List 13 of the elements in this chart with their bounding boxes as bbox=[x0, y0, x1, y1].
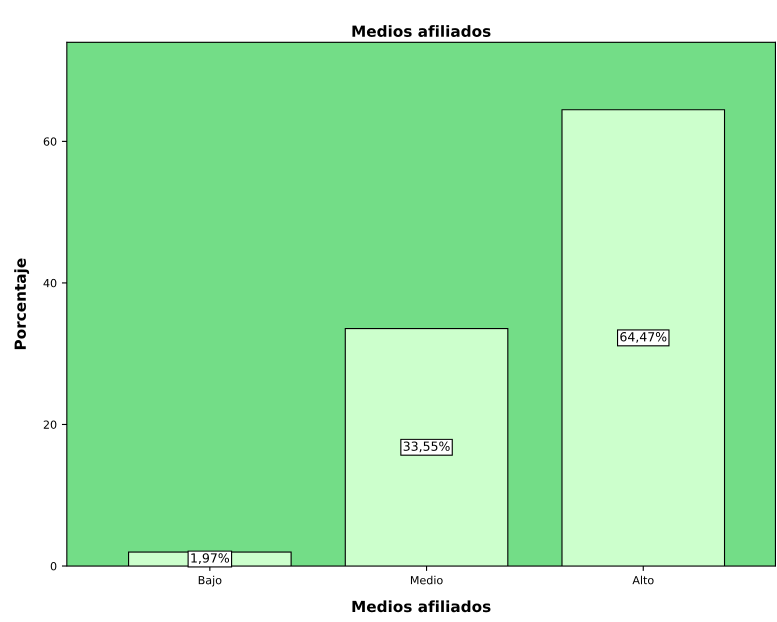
x-tick-label: Alto bbox=[632, 576, 654, 584]
y-tick-label: 60 bbox=[44, 137, 56, 146]
data-label: 33,55% bbox=[404, 441, 450, 452]
chart-title: Medios afiliados bbox=[352, 25, 490, 37]
y-tick-label: 0 bbox=[50, 562, 56, 570]
y-tick-label: 40 bbox=[44, 278, 56, 288]
data-label: 64,47% bbox=[620, 332, 666, 343]
y-axis-title: Porcentaje bbox=[14, 258, 30, 350]
data-label: 1,97% bbox=[191, 553, 230, 564]
x-axis-title: Medios afiliados bbox=[352, 600, 490, 612]
x-tick-label: Bajo bbox=[198, 576, 222, 586]
x-tick-label: Medio bbox=[410, 576, 443, 584]
y-tick-label: 20 bbox=[44, 420, 56, 429]
